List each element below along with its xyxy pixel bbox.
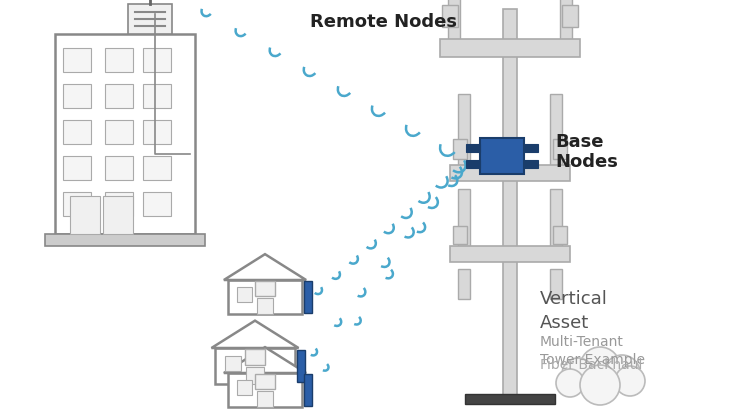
Bar [55,35,195,235]
Bar [553,140,567,159]
Bar [562,6,578,28]
Bar [453,226,467,244]
Circle shape [562,358,594,390]
Bar [550,95,562,175]
Bar [143,192,171,216]
Circle shape [615,366,645,396]
Circle shape [580,365,620,405]
Bar [228,373,302,407]
Bar [63,121,91,145]
Bar [448,0,460,50]
Bar [105,157,133,180]
Bar [247,367,264,384]
Bar [450,247,570,262]
Bar [105,85,133,109]
Bar [143,121,171,145]
Bar [458,95,470,175]
Circle shape [604,355,640,391]
Bar [143,85,171,109]
Polygon shape [224,254,306,280]
Bar [257,391,273,407]
Bar [450,166,570,182]
Bar [550,269,562,299]
Bar [560,0,572,50]
Circle shape [556,369,584,397]
Bar [105,49,133,73]
Bar [480,139,524,175]
Bar [143,49,171,73]
Bar [257,298,273,314]
Text: Multi-Tenant
Tower Example: Multi-Tenant Tower Example [540,334,645,366]
Bar [256,282,274,297]
Bar [105,121,133,145]
Bar [305,281,312,313]
Circle shape [580,347,620,387]
Bar [63,157,91,180]
Bar [524,145,538,153]
Bar [237,287,252,302]
Bar [442,6,458,28]
Text: Remote Nodes: Remote Nodes [310,13,457,31]
Bar [503,10,517,404]
Bar [63,85,91,109]
Bar [524,161,538,169]
Bar [553,226,567,244]
Bar [63,192,91,216]
Bar [458,190,470,254]
Polygon shape [212,321,299,348]
Bar [105,192,133,216]
Bar [215,348,294,384]
Bar [228,280,302,314]
Bar [305,374,312,406]
Bar [143,157,171,180]
Bar [225,356,241,372]
Bar [45,235,205,247]
Bar [237,380,252,395]
Bar [103,197,133,235]
Bar [466,161,480,169]
Bar [465,394,555,404]
Bar [63,49,91,73]
Bar [128,5,172,35]
Bar [453,140,467,159]
Text: Base
Nodes: Base Nodes [555,132,618,171]
Bar [466,145,480,153]
Bar [297,350,305,382]
Text: Fiber Backhaul: Fiber Backhaul [540,357,642,371]
Polygon shape [224,347,306,373]
Bar [70,197,100,235]
Bar [458,269,470,299]
Bar [440,40,580,58]
Bar [245,349,265,366]
Text: Vertical
Asset: Vertical Asset [540,289,608,331]
Bar [256,375,274,389]
Bar [550,190,562,254]
